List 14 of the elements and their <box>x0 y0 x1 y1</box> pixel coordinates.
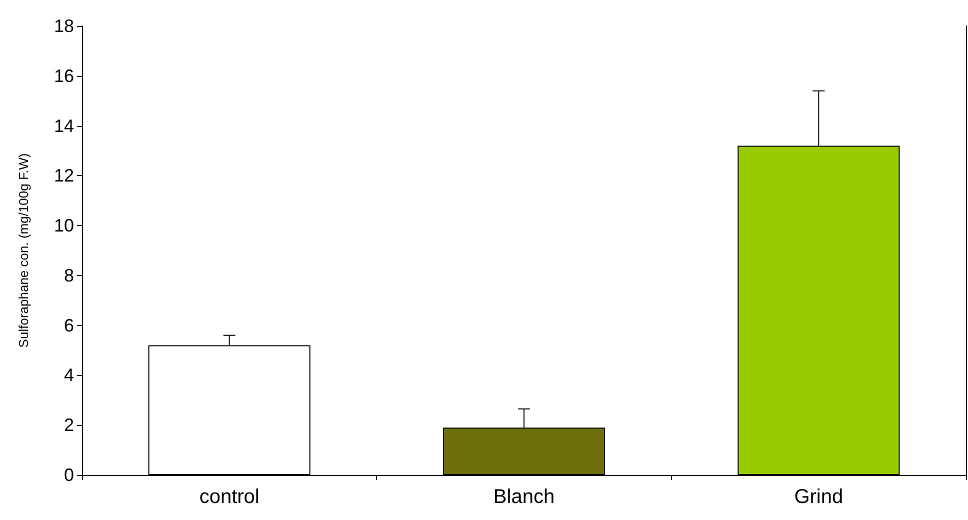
y-tick-label: 10 <box>54 216 74 236</box>
y-axis-title: Sulforaphane con. (mg/100g F.W) <box>16 153 31 348</box>
y-tick-label: 18 <box>54 16 74 36</box>
y-tick-label: 2 <box>64 415 74 436</box>
x-tick-label: Blanch <box>493 486 555 508</box>
y-tick-label: 14 <box>54 116 74 136</box>
x-tick-label: Grind <box>794 486 844 508</box>
y-tick-label: 12 <box>54 166 74 186</box>
y-tick-label: 0 <box>64 465 74 485</box>
x-tick-label: control <box>199 486 260 508</box>
y-tick-label: 6 <box>64 315 74 336</box>
y-tick-label: 8 <box>64 265 74 286</box>
y-tick-label: 4 <box>64 365 74 386</box>
y-tick-label: 16 <box>54 66 74 86</box>
